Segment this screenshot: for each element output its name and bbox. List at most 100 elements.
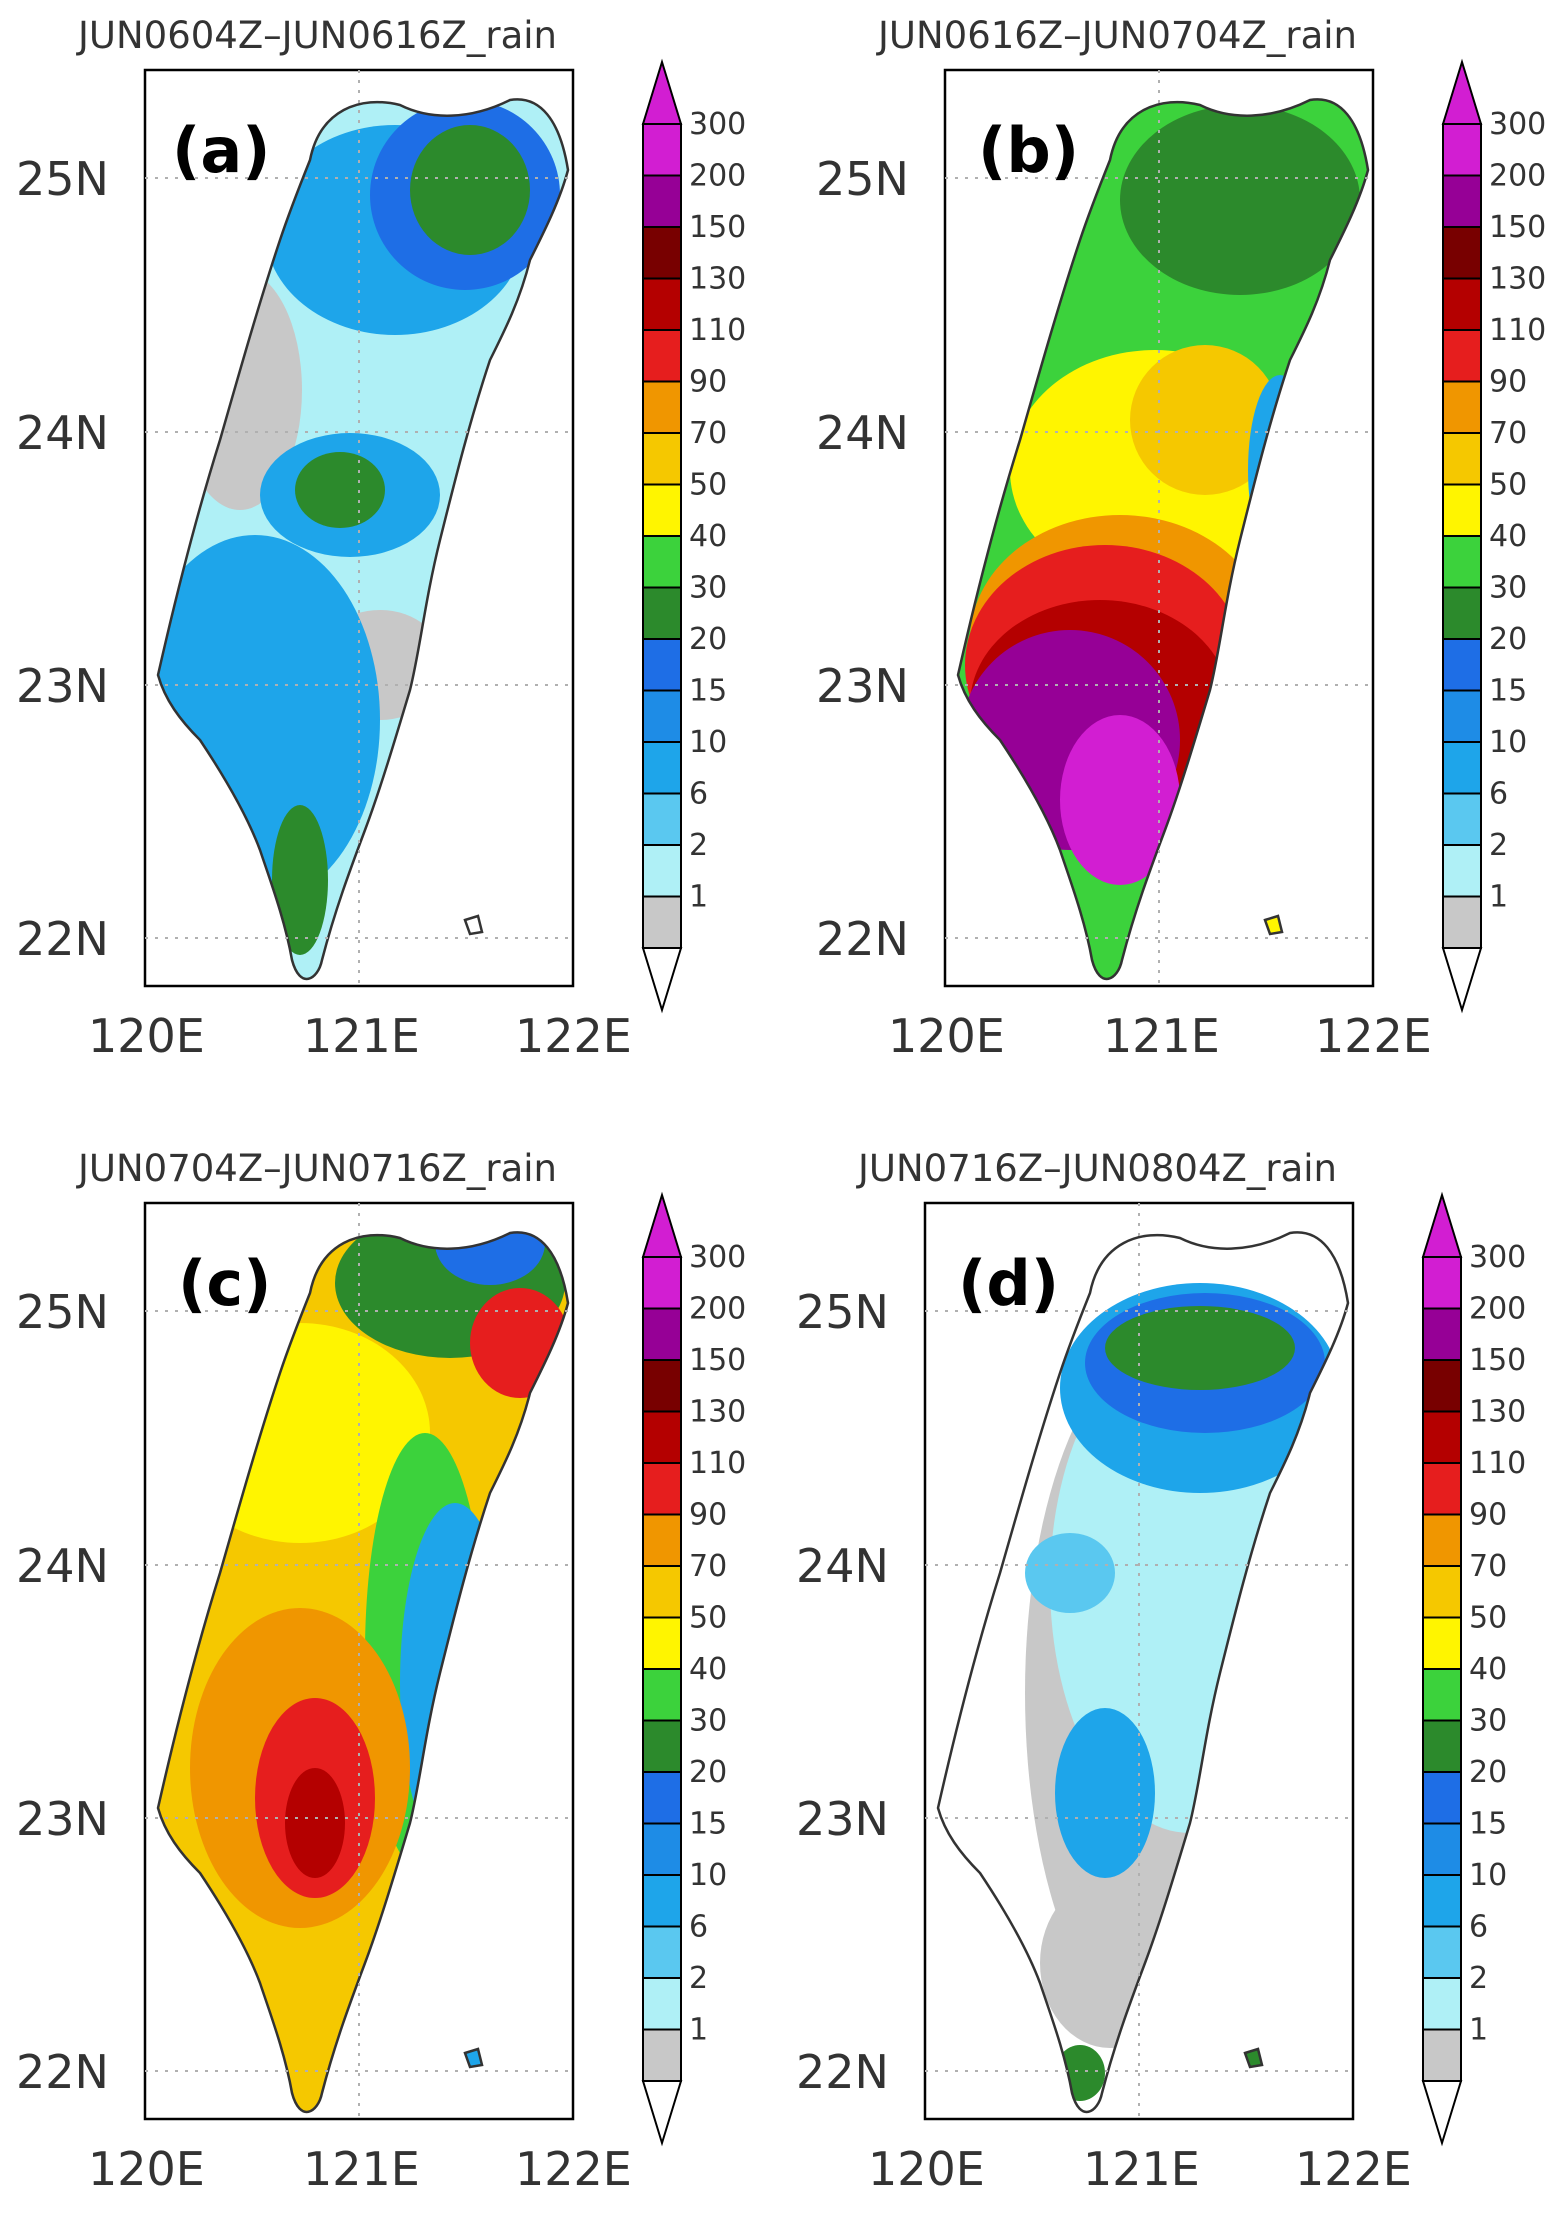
green-island	[463, 2047, 484, 2069]
colorbar-swatch	[1442, 483, 1482, 537]
rain-patch	[272, 805, 328, 955]
colorbar-label: 200	[1469, 1292, 1526, 1327]
panel-title: JUN0604Z–JUN0616Z_rain	[76, 14, 557, 57]
rain-patch	[1060, 715, 1180, 885]
lat-label: 24N	[16, 1539, 109, 1593]
colorbar-label: 15	[1469, 1807, 1507, 1842]
gridlines	[145, 1203, 573, 2119]
colorbar-swatch	[642, 174, 682, 228]
lon-axis-labels: 120E 121E 122E	[88, 2142, 632, 2196]
colorbar-label: 2	[689, 1961, 708, 1996]
colorbar-label: 30	[689, 571, 727, 606]
colorbar-under-arrow	[1421, 2080, 1463, 2147]
rain-patch	[1055, 1708, 1155, 1878]
colorbar-label: 130	[1469, 1395, 1526, 1430]
rain-patch	[1025, 1533, 1115, 1613]
colorbar-swatch	[1422, 1256, 1462, 1310]
colorbar: 300 200 150 130 110 90 70 50 40 30 20 15 10 6 2 1	[1421, 1191, 1526, 2147]
panel-b: JUN0616Z–JUN0704Z_rain (b) 25N 24N 23N 2…	[816, 14, 1546, 1063]
colorbar-label: 200	[689, 159, 746, 194]
lon-label: 121E	[1083, 2142, 1200, 2196]
colorbar-swatch	[1442, 277, 1482, 331]
colorbar-label: 2	[1489, 828, 1508, 863]
lon-axis-labels: 120E 121E 122E	[88, 1009, 632, 1063]
colorbar-swatch	[1422, 1410, 1462, 1464]
colorbar-swatch	[642, 1410, 682, 1464]
lat-axis-labels: 25N 24N 23N 22N	[16, 1285, 109, 2099]
colorbar-swatch	[1422, 1719, 1462, 1773]
lon-label: 122E	[515, 1009, 632, 1063]
panel-title: JUN0716Z–JUN0804Z_rain	[856, 1147, 1337, 1190]
colorbar-label: 90	[1489, 365, 1527, 400]
rain-patch	[435, 1232, 545, 1285]
lat-label: 24N	[16, 406, 109, 460]
colorbar: 300 200 150 130 110 90 70 50 40 30 20 15 10 6 2 1	[641, 1191, 746, 2147]
colorbar-swatch	[1422, 1771, 1462, 1825]
panel-letter: (d)	[958, 1247, 1059, 1320]
colorbar-label: 2	[689, 828, 708, 863]
panel-d: JUN0716Z–JUN0804Z_rain (d) 25N 24N 23N 2…	[796, 1147, 1526, 2196]
lat-axis-labels: 25N 24N 23N 22N	[16, 152, 109, 966]
colorbar-swatch	[642, 1977, 682, 2031]
lon-axis-labels: 120E 121E 122E	[868, 2142, 1412, 2196]
lat-label: 22N	[16, 912, 109, 966]
panel-title: JUN0616Z–JUN0704Z_rain	[876, 14, 1357, 57]
colorbar-label: 90	[689, 365, 727, 400]
colorbar-label: 50	[689, 1601, 727, 1636]
lat-label: 24N	[796, 1539, 889, 1593]
colorbar-swatch	[1442, 380, 1482, 434]
colorbar-label: 40	[689, 519, 727, 554]
colorbar-label: 15	[689, 674, 727, 709]
colorbar-swatch	[1442, 123, 1482, 177]
map-a: JUN0604Z–JUN0616Z_rain (a)	[76, 14, 575, 988]
green-island	[463, 914, 484, 936]
colorbar-label: 300	[1469, 1240, 1526, 1275]
colorbar-label: 6	[689, 1910, 708, 1945]
lat-label: 24N	[816, 406, 909, 460]
colorbar-swatch	[1442, 638, 1482, 692]
colorbar-label: 20	[1489, 622, 1527, 657]
colorbar-swatch	[1442, 844, 1482, 898]
colorbar-label: 70	[689, 1549, 727, 1584]
colorbar-swatch	[642, 1307, 682, 1361]
colorbar-swatch	[642, 432, 682, 486]
colorbar-label: 50	[1469, 1601, 1507, 1636]
colorbar-label: 200	[1489, 159, 1546, 194]
colorbar-label: 40	[1489, 519, 1527, 554]
colorbar-under-arrow	[1441, 947, 1483, 1014]
colorbar-over-arrow	[1441, 58, 1483, 125]
rain-patch	[1120, 105, 1360, 295]
colorbar-swatch	[642, 844, 682, 898]
lat-label: 23N	[16, 659, 109, 713]
colorbar-swatch	[1442, 432, 1482, 486]
colorbar-swatch	[1422, 1359, 1462, 1413]
colorbar-swatch	[1442, 792, 1482, 846]
lon-label: 120E	[888, 1009, 1005, 1063]
colorbar-label: 110	[1469, 1446, 1526, 1481]
colorbar-swatch	[642, 329, 682, 383]
colorbar-swatch	[642, 792, 682, 846]
lon-label: 120E	[868, 2142, 985, 2196]
colorbar-label: 40	[689, 1652, 727, 1687]
colorbar-swatch	[642, 380, 682, 434]
colorbar-label: 1	[1489, 880, 1508, 915]
rain-patch	[295, 452, 385, 528]
lat-label: 22N	[796, 2045, 889, 2099]
colorbar-swatch	[1422, 1822, 1462, 1876]
colorbar-swatch	[1422, 1977, 1462, 2031]
colorbar-label: 300	[689, 1240, 746, 1275]
colorbar-swatch	[642, 1719, 682, 1773]
panel-a: JUN0604Z–JUN0616Z_rain (a) 25N 24N 23N 2…	[16, 14, 746, 1063]
lon-label: 122E	[515, 2142, 632, 2196]
colorbar-under-arrow	[641, 2080, 683, 2147]
panel-letter: (b)	[978, 114, 1079, 187]
colorbar-label: 150	[689, 1343, 746, 1378]
colorbar-label: 6	[1469, 1910, 1488, 1945]
colorbar-label: 1	[689, 880, 708, 915]
colorbar-label: 30	[689, 1704, 727, 1739]
colorbar-label: 30	[1489, 571, 1527, 606]
map-b: JUN0616Z–JUN0704Z_rain (b)	[876, 14, 1375, 988]
lat-label: 25N	[16, 1285, 109, 1339]
colorbar-label: 20	[689, 622, 727, 657]
colorbar-label: 110	[689, 1446, 746, 1481]
